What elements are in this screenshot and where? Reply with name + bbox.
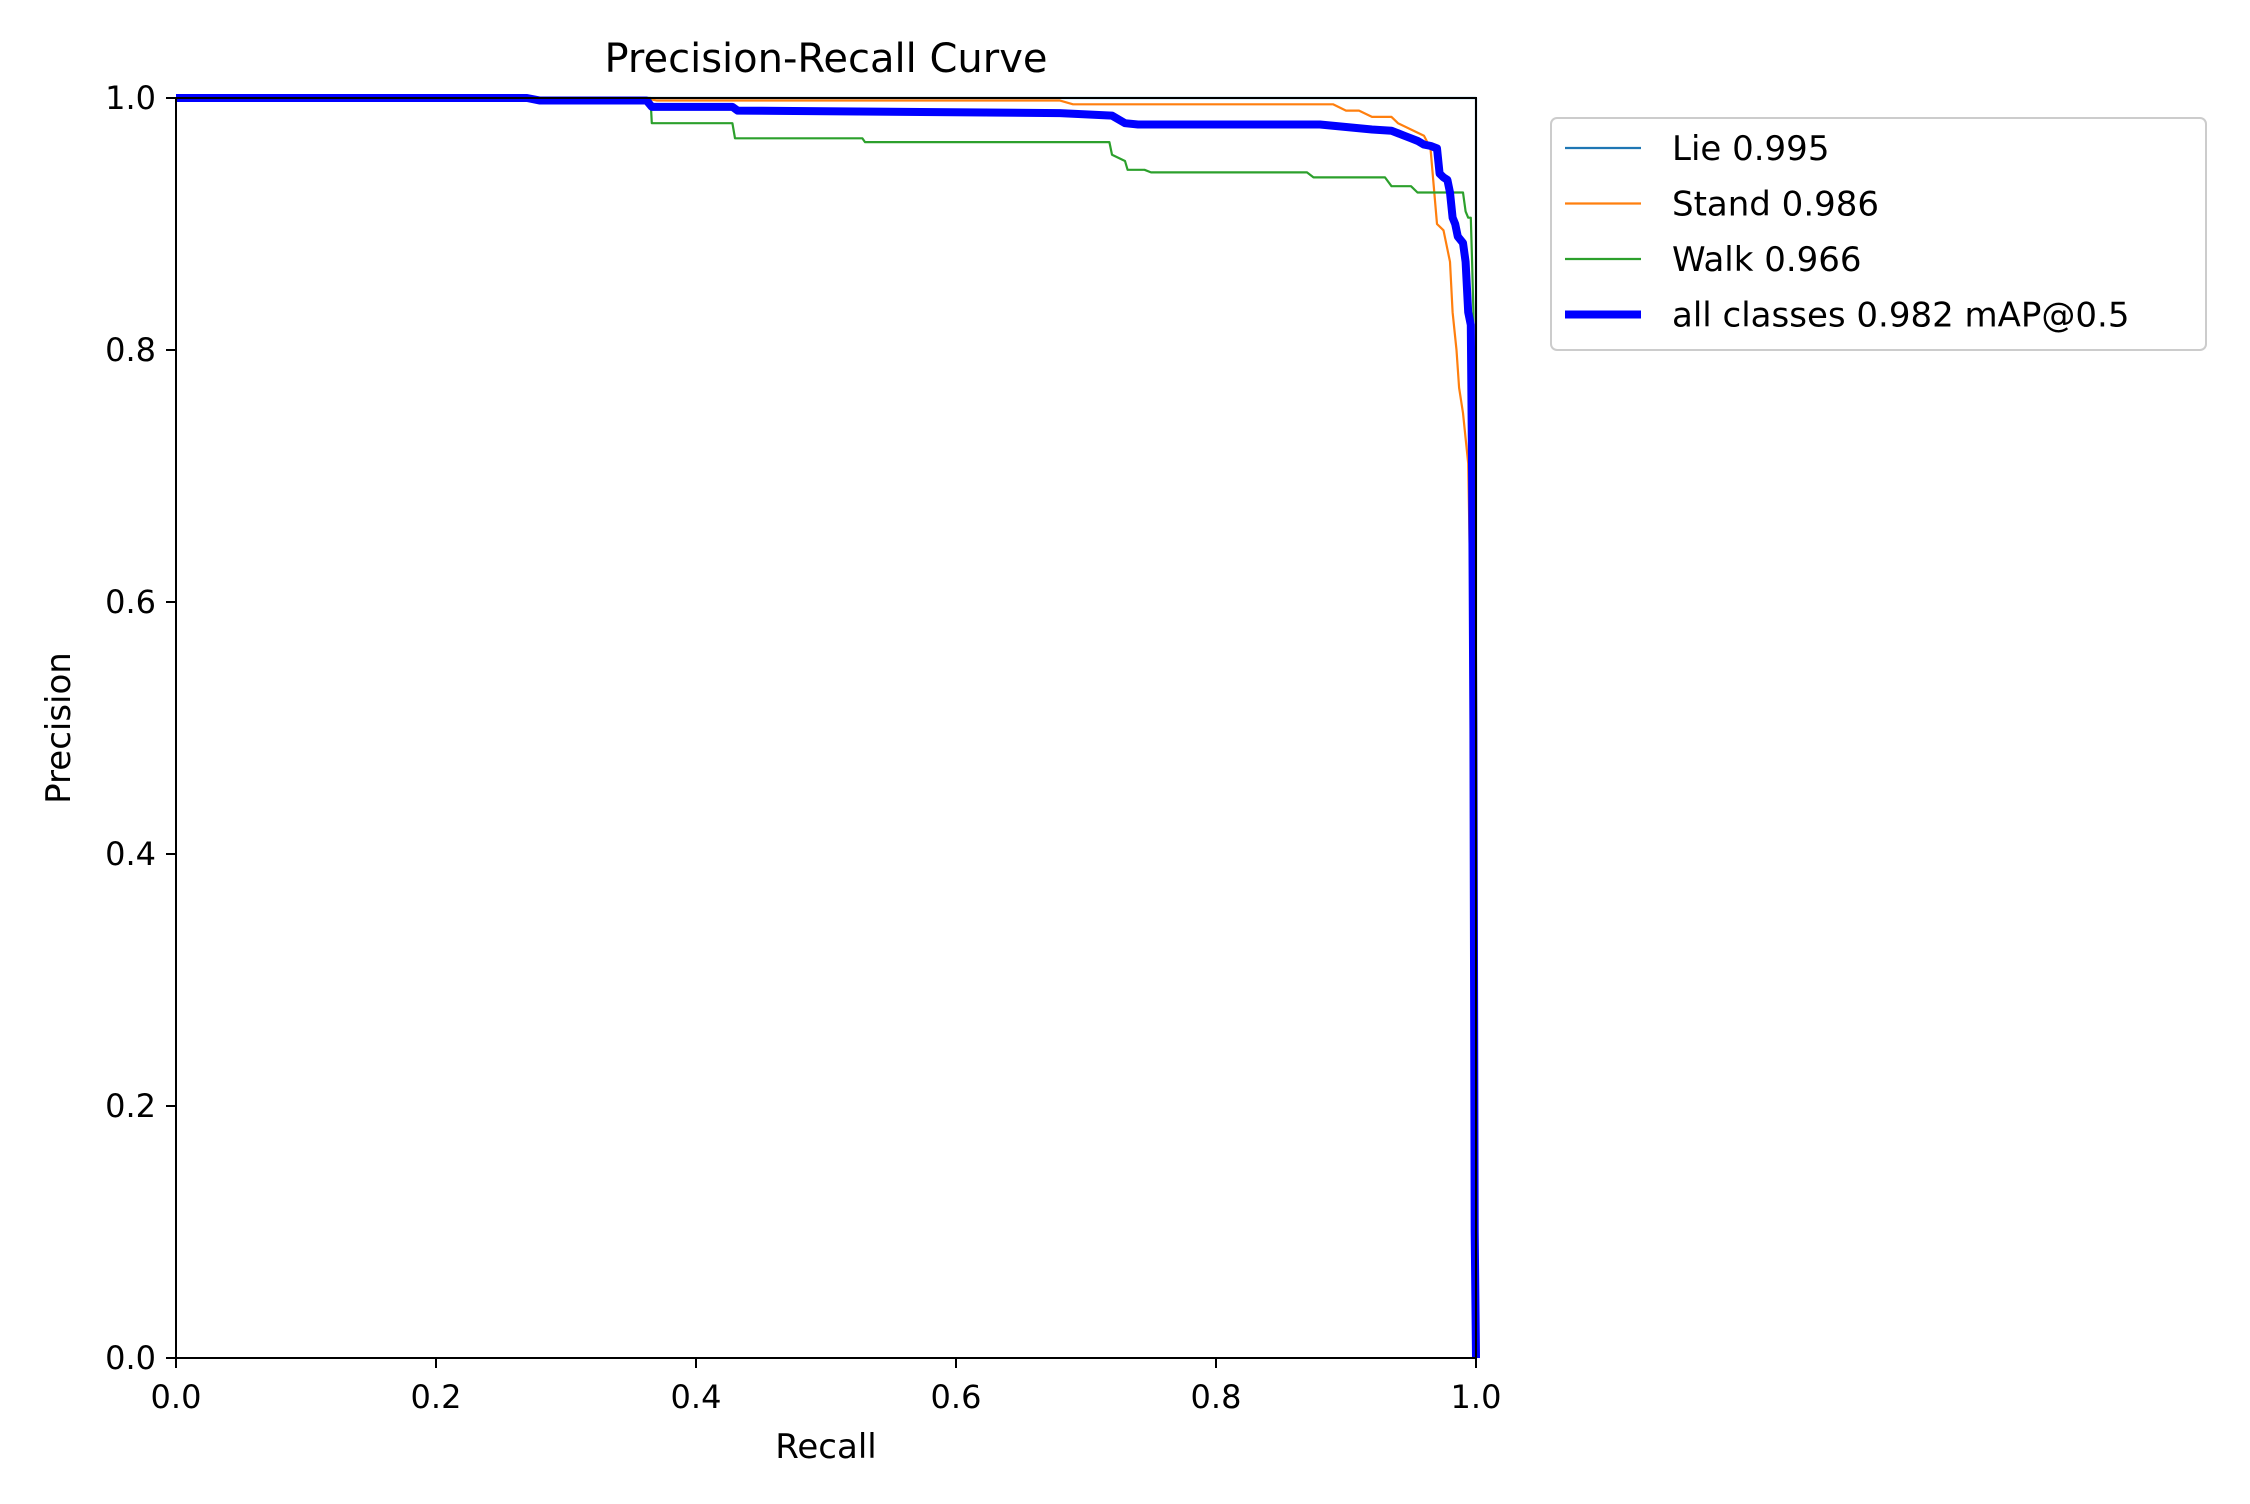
x-tick-label: 0.0 [151, 1378, 202, 1416]
y-tick-label: 0.4 [105, 835, 156, 873]
y-axis-label: Precision [39, 652, 79, 804]
series-line-3 [176, 94, 1480, 1359]
plot-background [176, 98, 1476, 1358]
y-axis: 0.0 0.2 0.4 0.6 0.8 1.0 [105, 79, 176, 1377]
legend-label-3: all classes 0.982 mAP@0.5 [1672, 296, 2129, 336]
x-axis: 0.0 0.2 0.4 0.6 0.8 1.0 [151, 1358, 1502, 1416]
x-tick-label: 0.2 [411, 1378, 462, 1416]
y-tick-label: 1.0 [105, 79, 156, 117]
y-tick-label: 0.6 [105, 583, 156, 621]
legend-items: Lie 0.995 Stand 0.986 Walk 0.966 all classe… [1565, 129, 2129, 336]
plot-area [175, 94, 1480, 1360]
x-tick-label: 0.8 [1191, 1378, 1242, 1416]
plot-frame [175, 97, 1477, 1359]
legend-box [1550, 117, 2207, 351]
series-line-2 [176, 96, 1478, 1359]
x-tick-label: 0.4 [671, 1378, 722, 1416]
legend: Lie 0.995 Stand 0.986 Walk 0.966 all classe… [1550, 117, 2207, 351]
x-axis-label: Recall [775, 1427, 876, 1467]
x-tick-label: 1.0 [1451, 1378, 1502, 1416]
y-tick-label: 0.8 [105, 331, 156, 369]
legend-label-2: Walk 0.966 [1672, 240, 1862, 280]
y-tick-label: 0.2 [105, 1087, 156, 1125]
legend-label-0: Lie 0.995 [1672, 129, 1829, 169]
x-tick-label: 0.6 [931, 1378, 982, 1416]
y-tick-label: 0.0 [105, 1339, 156, 1377]
chart-title: Precision-Recall Curve [605, 36, 1048, 82]
legend-label-1: Stand 0.986 [1672, 185, 1879, 225]
